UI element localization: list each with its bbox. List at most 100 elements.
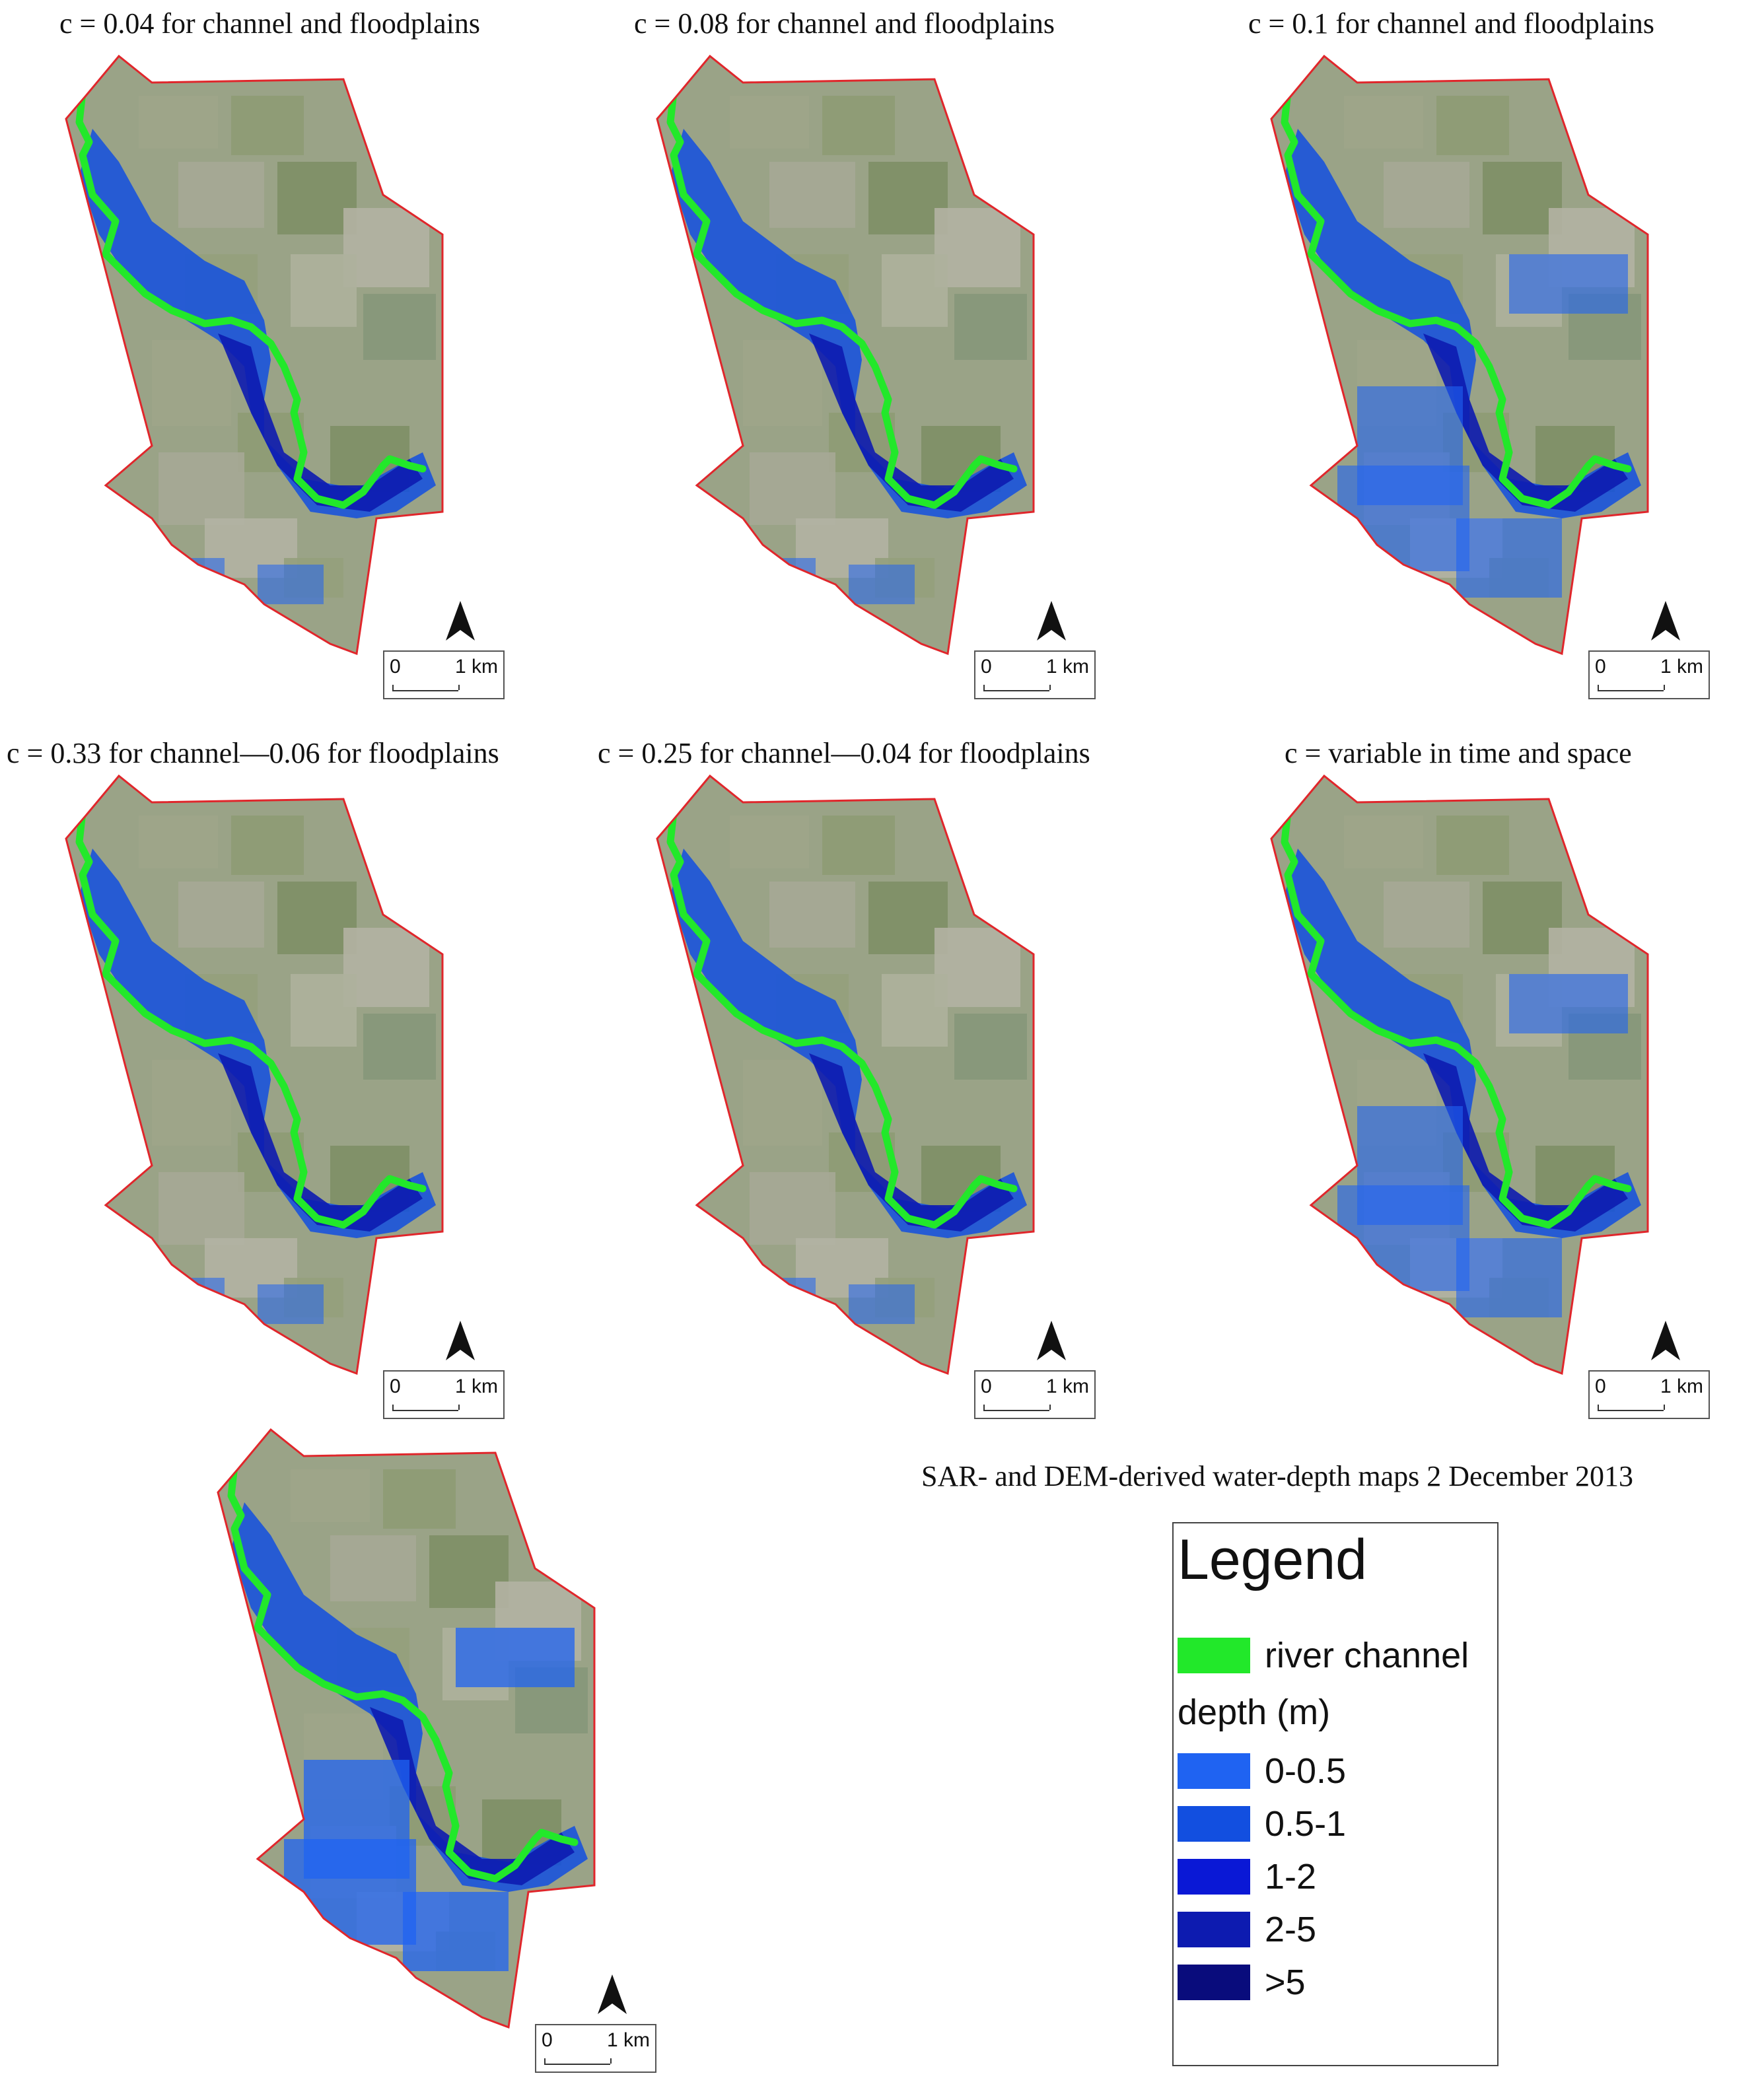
north-arrow-icon (598, 1974, 627, 2014)
deep-water-area (809, 333, 1014, 512)
scale-zero: 0 (542, 2029, 553, 2051)
scale-zero: 0 (390, 656, 401, 678)
field-parcel (822, 816, 895, 875)
flood-extent (79, 129, 436, 518)
scale-one-km: 1 km (1660, 656, 1703, 678)
study-area-boundary (656, 54, 1035, 656)
flood-extent (231, 1502, 588, 1892)
scale-bar: 0 1 km (535, 2024, 656, 2073)
flood-extent (1285, 849, 1641, 1238)
floodplain-water (258, 1284, 324, 1324)
field-parcel (935, 208, 1020, 287)
panel-title-1: c = 0.04 for channel and floodplains (59, 7, 480, 40)
legend-river-label: river channel (1265, 1636, 1469, 1675)
floodplain-water (456, 1628, 575, 1687)
scale-bar: 0 1 km (974, 1370, 1096, 1419)
legend-depth-row: 0-0.5 (1178, 1751, 1346, 1791)
field-parcel (730, 816, 809, 868)
field-parcel (343, 208, 429, 287)
scale-bar: 0 1 km (974, 650, 1096, 699)
legend-depth-swatch (1178, 1965, 1250, 2000)
field-parcel (882, 254, 948, 327)
deep-water-area (218, 333, 423, 512)
legend-depth-row: 1-2 (1178, 1857, 1316, 1897)
north-arrow-icon (1037, 601, 1066, 641)
field-parcel (139, 96, 218, 149)
legend-river-swatch (1178, 1638, 1250, 1673)
river-channel (660, 808, 1018, 1229)
river-channel (1274, 88, 1632, 509)
flood-extent (670, 129, 1027, 518)
field-parcel (159, 452, 244, 525)
study-area-boundary (217, 1428, 596, 2029)
inundation-map (217, 1428, 596, 2029)
panel-title-3: c = 0.1 for channel and floodplains (1248, 7, 1654, 40)
field-parcel (363, 294, 436, 360)
field-parcel (1384, 882, 1469, 948)
field-parcel (730, 96, 809, 149)
floodplain-water (403, 1892, 509, 1971)
field-parcel (1436, 816, 1509, 875)
deep-water-area (218, 1053, 423, 1232)
scale-zero: 0 (1595, 656, 1606, 678)
river-channel (69, 808, 427, 1229)
river-channel (1274, 808, 1632, 1229)
field-parcel (1384, 162, 1469, 228)
study-area-boundary (1270, 774, 1649, 1376)
field-parcel (1436, 96, 1509, 155)
scale-zero: 0 (1595, 1376, 1606, 1397)
field-parcel (231, 96, 304, 155)
north-arrow-icon (1037, 1321, 1066, 1360)
inundation-map (656, 774, 1035, 1376)
field-parcel (1344, 96, 1423, 149)
north-arrow-icon (446, 601, 475, 641)
field-parcel (291, 1469, 370, 1522)
scale-zero: 0 (981, 656, 992, 678)
map-legend: Legend river channel depth (m) 0-0.5 0.5… (1172, 1522, 1499, 2066)
deep-water-area (1423, 1053, 1628, 1232)
figure-caption: SAR- and DEM-derived water-depth maps 2 … (921, 1460, 1634, 1492)
study-area-boundary (65, 774, 444, 1376)
legend-depth-label: >5 (1265, 1963, 1306, 2002)
legend-depth-header: depth (m) (1178, 1692, 1331, 1732)
field-parcel (152, 340, 231, 426)
legend-title: Legend (1178, 1528, 1367, 1591)
field-parcel (363, 1014, 436, 1080)
study-area-boundary (65, 54, 444, 656)
floodplain-water (736, 558, 816, 617)
inundation-map (1270, 54, 1649, 656)
field-parcel (954, 1014, 1027, 1080)
scale-bar: 0 1 km (383, 1370, 505, 1419)
field-parcel (159, 1172, 244, 1245)
deep-water-area (1423, 333, 1628, 512)
legend-depth-row: 0.5-1 (1178, 1804, 1346, 1844)
legend-river-row: river channel (1178, 1636, 1469, 1675)
field-parcel (291, 974, 357, 1047)
inundation-map (656, 54, 1035, 656)
north-arrow-icon (1651, 1321, 1680, 1360)
legend-depth-swatch (1178, 1806, 1250, 1842)
legend-depth-label: 0-0.5 (1265, 1751, 1347, 1791)
river-channel (69, 88, 427, 509)
flood-extent (79, 849, 436, 1238)
floodplain-water (145, 1278, 225, 1337)
scale-one-km: 1 km (1660, 1376, 1703, 1397)
legend-depth-label: 2-5 (1265, 1910, 1317, 1949)
field-parcel (152, 1060, 231, 1146)
scale-zero: 0 (390, 1376, 401, 1397)
panel-title-4: c = 0.33 for channel—0.06 for floodplain… (7, 737, 499, 769)
scale-one-km: 1 km (606, 2029, 650, 2051)
field-parcel (383, 1469, 456, 1529)
floodplain-water (1509, 254, 1628, 314)
north-arrow-icon (446, 1321, 475, 1360)
legend-depth-swatch (1178, 1859, 1250, 1895)
scale-bar: 0 1 km (1588, 650, 1710, 699)
field-parcel (769, 882, 855, 948)
field-parcel (954, 294, 1027, 360)
floodplain-water (736, 1278, 816, 1337)
field-parcel (178, 162, 264, 228)
panel-title-6: c = variable in time and space (1285, 737, 1632, 769)
field-parcel (330, 1535, 416, 1601)
inundation-map (65, 54, 444, 656)
field-parcel (291, 254, 357, 327)
